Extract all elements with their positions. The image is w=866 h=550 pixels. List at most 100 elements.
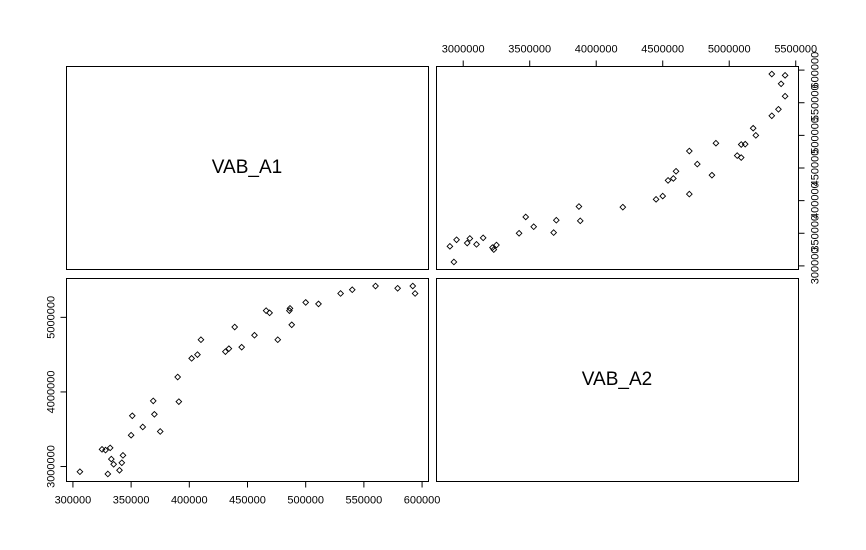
data-point <box>749 124 757 132</box>
right-tick-label: 500000 <box>810 117 822 154</box>
right-tick-label: 450000 <box>810 150 822 187</box>
data-point <box>685 147 693 155</box>
data-point <box>118 459 126 467</box>
right-tick-label: 350000 <box>810 215 822 252</box>
data-point <box>522 213 530 221</box>
data-point <box>453 236 460 244</box>
panel-bottom-right <box>436 278 799 482</box>
data-point <box>348 286 356 294</box>
data-point <box>446 242 454 250</box>
data-point <box>652 195 660 203</box>
panel-top-right <box>436 66 799 270</box>
data-point <box>708 171 716 179</box>
data-point <box>76 468 84 476</box>
data-point <box>411 290 419 297</box>
data-point <box>777 80 785 88</box>
top-tick-label: 3500000 <box>508 44 551 56</box>
data-point <box>104 470 112 478</box>
data-point <box>479 234 487 242</box>
data-point <box>394 284 402 292</box>
data-point <box>197 336 205 344</box>
data-point <box>127 431 135 439</box>
left-tick-label: 4000000 <box>46 371 58 414</box>
left-tick-label: 5000000 <box>46 296 58 339</box>
data-point <box>619 203 627 211</box>
left-tick-label: 3000000 <box>46 445 58 488</box>
data-point <box>251 331 258 339</box>
data-point <box>672 167 680 175</box>
data-point <box>174 373 182 381</box>
data-point <box>659 192 667 200</box>
data-point <box>768 70 776 78</box>
data-point <box>490 246 498 254</box>
data-point <box>550 229 558 237</box>
top-axis-vab-a2: 3000000 3500000 4000000 4500000 5000000 55000… <box>442 44 817 67</box>
bottom-tick-label: 600000 <box>404 495 441 507</box>
top-tick-label: 5000000 <box>708 44 751 56</box>
right-axis-vab-a1: 3000003500004000004500005000005500006000… <box>798 52 822 285</box>
data-point <box>693 160 701 168</box>
data-point <box>489 244 496 252</box>
data-point <box>685 190 693 198</box>
points-vab-a1-vs-vab-a2 <box>76 282 419 478</box>
data-point <box>463 239 471 247</box>
data-point <box>552 216 560 224</box>
data-point <box>576 217 584 225</box>
data-point <box>664 176 672 184</box>
data-point <box>473 240 480 248</box>
data-point <box>669 175 677 182</box>
data-point <box>372 282 379 290</box>
bottom-tick-label: 300000 <box>55 495 92 507</box>
data-point <box>266 309 274 317</box>
data-point <box>110 460 118 468</box>
data-point <box>775 105 782 113</box>
bottom-tick-label: 400000 <box>171 495 208 507</box>
data-point <box>156 428 164 435</box>
data-point <box>337 290 345 297</box>
panel-top-left <box>66 66 429 270</box>
top-tick-label: 3000000 <box>442 44 485 56</box>
data-point <box>741 140 749 148</box>
data-point <box>238 343 246 351</box>
data-point <box>466 235 474 242</box>
data-point <box>119 451 127 459</box>
bottom-tick-label: 350000 <box>113 495 150 507</box>
diagonal-label-vab-a1: VAB_A1 <box>212 157 282 178</box>
bottom-tick-label: 500000 <box>287 495 324 507</box>
right-tick-label: 600000 <box>810 52 822 89</box>
top-tick-label: 4000000 <box>575 44 618 56</box>
data-point <box>781 92 789 100</box>
data-point <box>450 258 458 266</box>
data-point <box>150 410 158 418</box>
data-point <box>274 336 282 344</box>
data-point <box>175 398 183 406</box>
data-point <box>225 345 233 353</box>
points-vab-a2-vs-vab-a1 <box>446 70 789 266</box>
data-point <box>515 229 523 237</box>
data-point <box>288 321 296 329</box>
data-point <box>409 282 417 290</box>
data-point <box>768 112 776 120</box>
data-point <box>262 307 270 315</box>
top-tick-label: 4500000 <box>641 44 684 56</box>
data-point <box>752 131 760 139</box>
diagonal-label-vab-a2: VAB_A2 <box>582 369 652 390</box>
left-axis-vab-a2: 3000000 4000000 5000000 <box>46 296 67 488</box>
right-tick-label: 300000 <box>810 248 822 285</box>
bottom-tick-label: 450000 <box>229 495 266 507</box>
data-point <box>493 241 500 249</box>
data-point <box>116 466 123 474</box>
data-point <box>302 298 310 306</box>
panel-bottom-left <box>66 278 429 482</box>
data-point <box>231 323 239 331</box>
data-point <box>139 423 147 431</box>
data-point <box>712 139 720 147</box>
data-point <box>102 446 109 454</box>
data-point <box>149 397 157 405</box>
data-point <box>733 152 741 160</box>
data-point <box>221 348 229 356</box>
data-point <box>530 223 538 231</box>
data-point <box>286 304 294 312</box>
right-tick-label: 550000 <box>810 84 822 121</box>
